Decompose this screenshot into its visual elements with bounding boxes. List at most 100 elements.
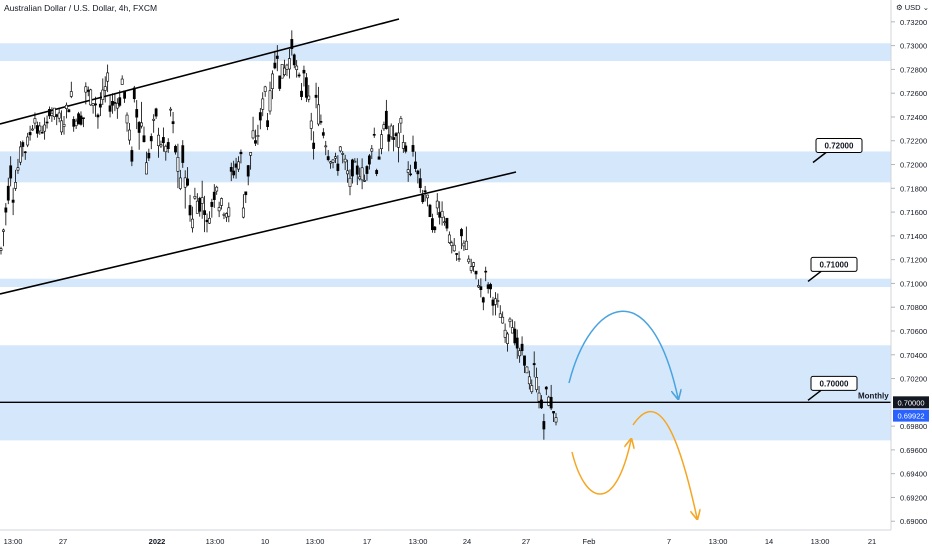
candle-body: [244, 191, 248, 196]
candle: [145, 151, 148, 175]
currency-selector[interactable]: ⚙ USD ⌄: [896, 3, 929, 12]
candle: [31, 125, 34, 131]
candle-body: [491, 299, 495, 306]
candle-body: [43, 124, 47, 132]
candle: [418, 168, 422, 193]
channel-lower-line[interactable]: [0, 171, 517, 295]
candle: [438, 201, 442, 225]
candle: [518, 347, 522, 363]
candle-body: [460, 229, 463, 237]
candle: [380, 129, 383, 155]
bearish-projection-arrow[interactable]: [632, 410, 697, 518]
candle: [394, 132, 398, 148]
candle: [450, 240, 454, 254]
candle: [295, 60, 299, 78]
candle-body: [234, 163, 238, 168]
callout-box: [815, 138, 863, 154]
candle-body: [290, 39, 294, 50]
candle: [69, 81, 73, 99]
y-tick-label: 0.73200: [900, 18, 927, 27]
candle: [244, 191, 248, 204]
bullish-projection-arrow[interactable]: [568, 310, 678, 398]
monthly-level-line[interactable]: Monthly: [0, 391, 891, 403]
candle-body: [523, 355, 526, 366]
candle: [48, 106, 51, 120]
candle-body: [510, 327, 514, 334]
candle-body: [302, 69, 306, 74]
candle-body: [358, 176, 362, 180]
candle-body: [135, 109, 139, 118]
candle: [460, 227, 463, 250]
candle: [60, 110, 63, 136]
candle: [392, 125, 396, 152]
candle: [370, 145, 374, 160]
callout-pointer: [807, 389, 822, 401]
candle: [237, 156, 240, 173]
candle: [142, 126, 146, 143]
candle-body: [426, 194, 429, 199]
candle: [181, 140, 185, 168]
candle: [210, 198, 214, 218]
candle: [40, 125, 44, 134]
candle-body: [77, 113, 80, 125]
candle-body: [467, 258, 471, 263]
candle-body: [11, 199, 15, 203]
candle: [397, 123, 400, 163]
channel-upper-line[interactable]: [0, 18, 400, 125]
candle-body: [4, 207, 8, 213]
candle-body: [191, 218, 194, 229]
candle-body: [494, 298, 497, 305]
candle: [494, 292, 497, 316]
candle-body: [336, 163, 340, 171]
candle-body: [452, 244, 456, 252]
candle: [35, 121, 39, 138]
candle: [161, 127, 165, 152]
candle-body: [380, 134, 383, 150]
projection-arrows[interactable]: [568, 310, 697, 518]
candle: [174, 144, 177, 155]
candle: [96, 113, 100, 129]
candle-body: [397, 132, 400, 148]
candle-body: [324, 145, 328, 148]
candle-body: [82, 117, 85, 120]
candle-body: [145, 162, 148, 175]
time-axis[interactable]: 13:00 27 2022 13:00 10 13:00 17 13:00 24 27 Feb 7 13…: [0, 529, 891, 546]
candle-body: [157, 134, 160, 147]
candle-body: [343, 158, 347, 163]
monthly-line-label: Monthly: [858, 391, 889, 400]
candle-body: [438, 212, 442, 218]
candle-body: [176, 157, 180, 172]
zone-band: [0, 278, 891, 287]
settings-icon[interactable]: ⚙: [895, 3, 903, 12]
candle-body: [319, 121, 323, 123]
candle: [309, 112, 313, 141]
candle-body: [91, 103, 95, 107]
candle: [331, 159, 335, 169]
candle: [498, 305, 502, 318]
price-axis[interactable]: 0.73200 0.73000 0.72800 0.72600 0.72400 0.722…: [890, 0, 927, 530]
candle-body: [261, 98, 265, 110]
candle: [94, 96, 97, 117]
candle-body: [544, 386, 548, 390]
y-tick-label: 0.69600: [900, 446, 927, 455]
candle: [435, 193, 439, 216]
x-tick-label: 7: [667, 537, 671, 546]
candle-body: [203, 210, 206, 215]
candle-body: [16, 167, 20, 171]
bearish-projection-drop-arrow[interactable]: [571, 440, 631, 495]
chart-title: Australian Dollar / U.S. Dollar, 4h, FXC…: [4, 3, 158, 13]
candle-body: [455, 253, 459, 255]
level-labels: 0.72000 0.71000 0.70000: [807, 138, 863, 401]
candle: [222, 212, 226, 220]
badge-bg: [893, 396, 929, 409]
candle-body: [181, 145, 185, 163]
currency-label: USD: [904, 3, 921, 12]
candle: [423, 185, 427, 202]
candle: [377, 148, 381, 160]
candle: [508, 317, 512, 328]
candle: [120, 75, 124, 85]
candle: [288, 48, 291, 79]
y-tick-label: 0.70600: [900, 327, 927, 336]
candle-body: [462, 242, 466, 247]
